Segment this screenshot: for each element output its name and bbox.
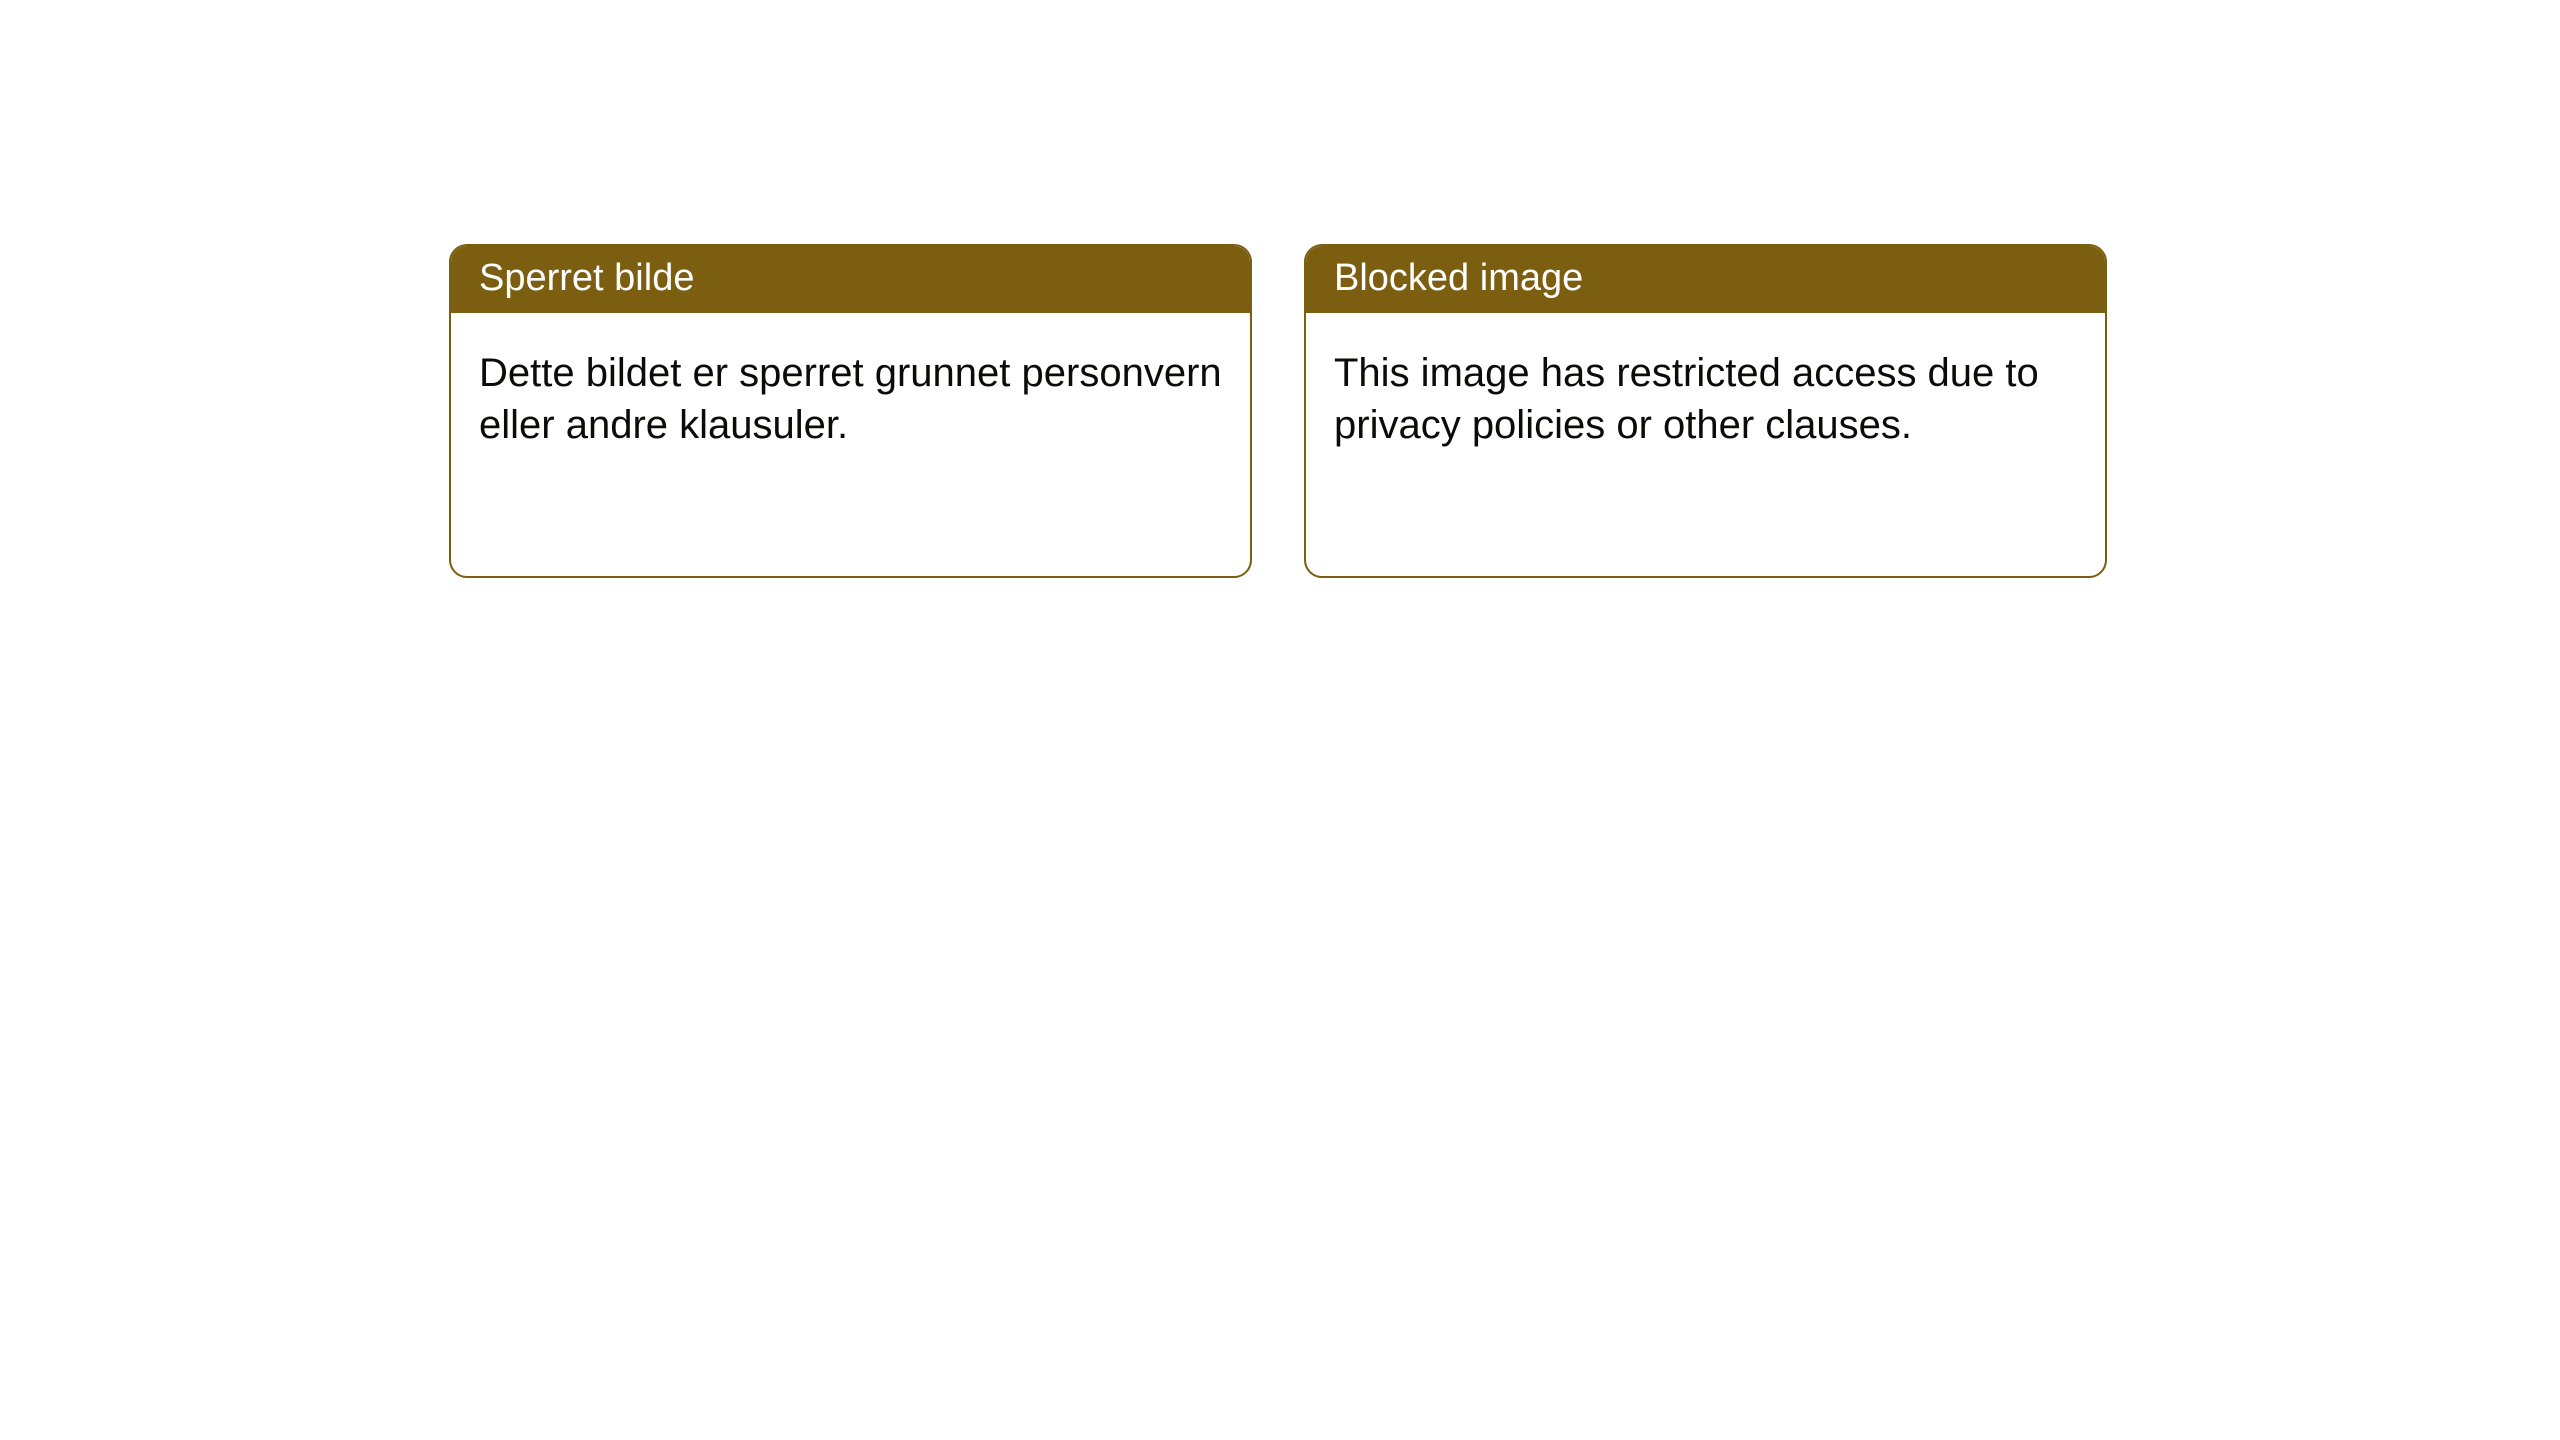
card-body-en: This image has restricted access due to … xyxy=(1306,313,2105,485)
cards-container: Sperret bilde Dette bildet er sperret gr… xyxy=(0,0,2560,578)
card-header-en: Blocked image xyxy=(1306,246,2105,313)
card-message-en: This image has restricted access due to … xyxy=(1334,351,2039,447)
card-body-no: Dette bildet er sperret grunnet personve… xyxy=(451,313,1250,485)
card-title-en: Blocked image xyxy=(1334,257,1583,299)
blocked-image-card-no: Sperret bilde Dette bildet er sperret gr… xyxy=(449,244,1252,578)
card-header-no: Sperret bilde xyxy=(451,246,1250,313)
card-title-no: Sperret bilde xyxy=(479,257,694,299)
card-message-no: Dette bildet er sperret grunnet personve… xyxy=(479,351,1222,447)
blocked-image-card-en: Blocked image This image has restricted … xyxy=(1304,244,2107,578)
